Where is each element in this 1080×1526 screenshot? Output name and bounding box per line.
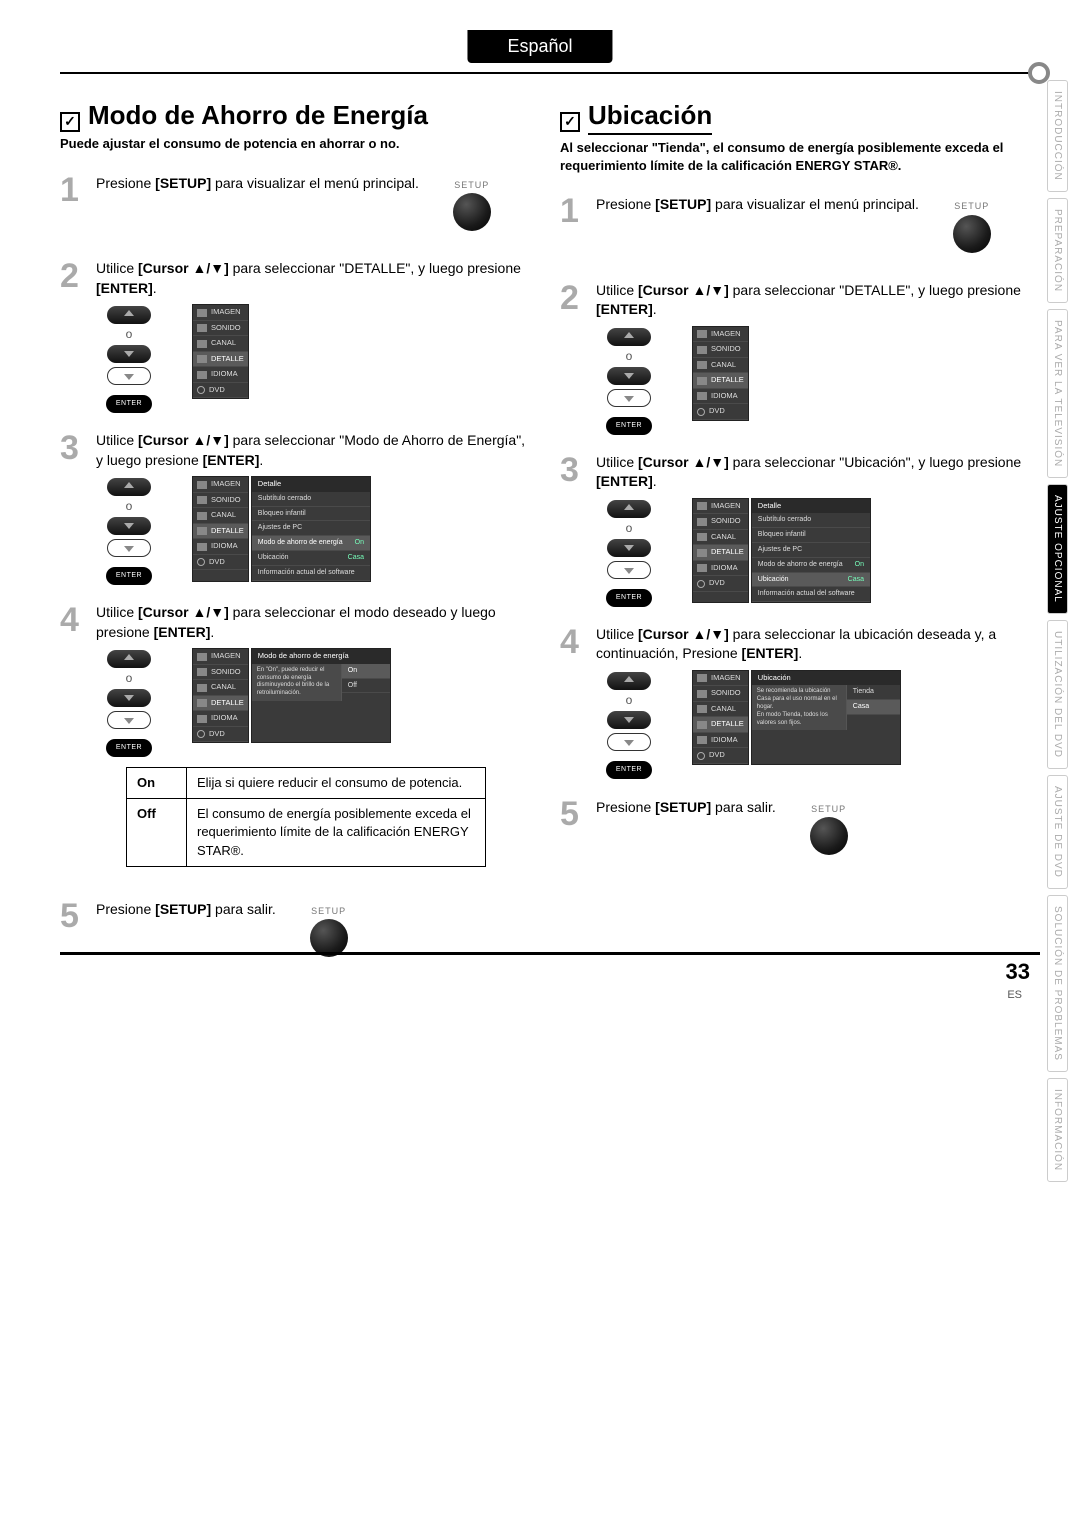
side-tab[interactable]: PARA VER LA TELEVISIÓN — [1047, 309, 1068, 478]
side-tab[interactable]: UTILIZACIÓN DEL DVD — [1047, 620, 1068, 769]
top-divider — [60, 72, 1040, 74]
step-number: 4 — [60, 603, 86, 881]
step-number: 5 — [60, 899, 86, 968]
remote-setup-button: SETUP — [453, 179, 491, 232]
step-text: Presione [SETUP] para salir. SETUP — [596, 797, 1030, 866]
step-number: 4 — [560, 625, 586, 779]
remote-nav-cluster: o ENTER — [106, 648, 152, 757]
right-column: ✓ Ubicación Al seleccionar "Tienda", el … — [560, 100, 1030, 985]
osd-detalle-panel: DetalleSubtítulo cerradoBloqueo infantil… — [251, 476, 371, 581]
section-title-right: Ubicación — [588, 100, 712, 135]
side-tab[interactable]: SOLUCIÓN DE PROBLEMAS — [1047, 895, 1068, 1072]
step-text: Presione [SETUP] para visualizar el menú… — [596, 194, 1030, 263]
options-table: OnElija si quiere reducir el consumo de … — [126, 767, 486, 867]
remote-nav-cluster: o ENTER — [606, 670, 652, 779]
checkbox-icon: ✓ — [560, 112, 580, 132]
side-tab[interactable]: AJUSTE DE DVD — [1047, 775, 1068, 889]
step-text: Presione [SETUP] para visualizar el menú… — [96, 173, 530, 242]
step-text: Utilice [Cursor ▲/▼] para seleccionar "D… — [596, 281, 1030, 435]
page-footer-line — [60, 952, 1040, 955]
step-text: Presione [SETUP] para salir. SETUP — [96, 899, 530, 968]
step-number: 3 — [560, 453, 586, 607]
page-number: 33 — [1006, 959, 1030, 985]
osd-main-menu: IMAGENSONIDOCANALDETALLEIDIOMADVD — [192, 304, 249, 399]
section-subtitle-right: Al seleccionar "Tienda", el consumo de e… — [560, 139, 1030, 174]
step-number: 1 — [60, 173, 86, 242]
language-tab: Español — [467, 30, 612, 63]
remote-setup-button: SETUP — [310, 905, 348, 958]
step-text: Utilice [Cursor ▲/▼] para seleccionar la… — [596, 625, 1030, 779]
side-tab[interactable]: AJUSTE OPCIONAL — [1047, 484, 1068, 614]
step-text: Utilice [Cursor ▲/▼] para seleccionar "D… — [96, 259, 530, 413]
side-tab[interactable]: INTRODUCCIÓN — [1047, 80, 1068, 192]
page-lang-code: ES — [1007, 989, 1022, 1001]
step-text: Utilice [Cursor ▲/▼] para seleccionar "U… — [596, 453, 1030, 607]
remote-nav-cluster: o ENTER — [606, 326, 652, 435]
left-column: ✓ Modo de Ahorro de Energía Puede ajusta… — [60, 100, 530, 985]
remote-setup-button: SETUP — [953, 200, 991, 253]
remote-nav-cluster: o ENTER — [106, 304, 152, 413]
osd-main-menu: IMAGENSONIDOCANALDETALLEIDIOMADVD — [192, 476, 249, 581]
step-number: 1 — [560, 194, 586, 263]
osd-ubicacion-panel: UbicaciónSe recomienda la ubicación Casa… — [751, 670, 901, 765]
side-tab[interactable]: INFORMACIÓN — [1047, 1078, 1068, 1182]
remote-nav-cluster: o ENTER — [106, 476, 152, 585]
osd-main-menu: IMAGENSONIDOCANALDETALLEIDIOMADVD — [192, 648, 249, 743]
osd-detalle-panel: DetalleSubtítulo cerradoBloqueo infantil… — [751, 498, 871, 603]
section-subtitle-left: Puede ajustar el consumo de potencia en … — [60, 135, 530, 153]
step-text: Utilice [Cursor ▲/▼] para seleccionar el… — [96, 603, 530, 881]
step-number: 2 — [60, 259, 86, 413]
checkbox-icon: ✓ — [60, 112, 80, 132]
osd-main-menu: IMAGENSONIDOCANALDETALLEIDIOMADVD — [692, 670, 749, 765]
remote-nav-cluster: o ENTER — [606, 498, 652, 607]
section-title-left: Modo de Ahorro de Energía — [88, 100, 428, 131]
step-text: Utilice [Cursor ▲/▼] para seleccionar "M… — [96, 431, 530, 585]
side-tabs: INTRODUCCIÓN PREPARACIÓN PARA VER LA TELEV… — [1047, 80, 1068, 1182]
step-number: 5 — [560, 797, 586, 866]
osd-main-menu: IMAGENSONIDOCANALDETALLEIDIOMADVD — [692, 498, 749, 603]
osd-mode-panel: Modo de ahorro de energíaEn "On", puede … — [251, 648, 391, 743]
step-number: 2 — [560, 281, 586, 435]
remote-setup-button: SETUP — [810, 803, 848, 856]
side-tab[interactable]: PREPARACIÓN — [1047, 198, 1068, 303]
osd-main-menu: IMAGENSONIDOCANALDETALLEIDIOMADVD — [692, 326, 749, 421]
step-number: 3 — [60, 431, 86, 585]
